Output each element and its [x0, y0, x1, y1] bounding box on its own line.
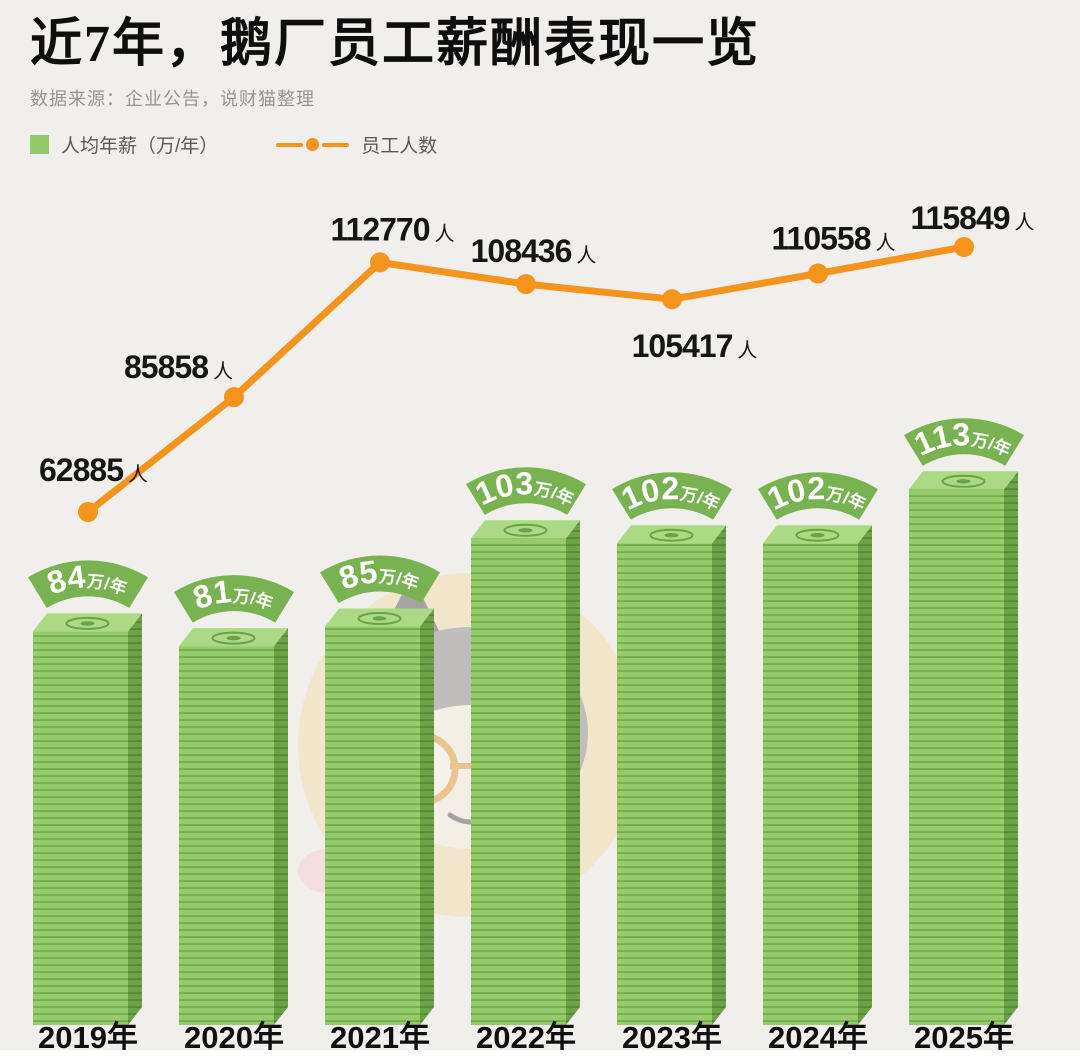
salary-bar — [617, 525, 726, 1025]
headcount-point — [808, 263, 828, 284]
headcount-point — [370, 252, 390, 273]
headcount-point — [78, 502, 98, 522]
page-title: 近7年，鹅厂员工薪酬表现一览 — [30, 16, 761, 73]
year-label: 2020年 — [184, 1020, 284, 1055]
year-label: 2025年 — [914, 1020, 1014, 1055]
year-label: 2023年 — [622, 1020, 722, 1055]
salary-legend-swatch — [30, 135, 49, 155]
headcount-label: 85858 人 — [124, 349, 233, 385]
year-label: 2022年 — [476, 1020, 576, 1055]
year-label: 2019年 — [38, 1020, 138, 1055]
salary-bar — [325, 608, 434, 1025]
headcount-legend-icon — [276, 138, 350, 152]
salary-bar — [471, 520, 580, 1025]
arc-banner — [174, 575, 294, 623]
salary-bars — [33, 471, 1018, 1025]
banknote-oval-icon — [357, 612, 402, 625]
data-source-note: 数据来源：企业公告，说财猫整理 — [30, 89, 315, 110]
banknote-oval-icon — [941, 474, 986, 488]
salary-legend-label: 人均年薪（万/年） — [61, 136, 219, 158]
headcount-label: 62885 人 — [39, 452, 148, 488]
arc-banner — [612, 472, 732, 520]
header: 近7年，鹅厂员工薪酬表现一览 数据来源：企业公告，说财猫整理 人均年薪（万/年）… — [30, 16, 760, 158]
bottom-margin — [0, 1050, 1080, 1061]
headcount-point — [662, 289, 682, 310]
salary-bar — [33, 613, 142, 1025]
arc-banner — [904, 418, 1024, 466]
arc-banner — [28, 560, 148, 608]
banknote-oval-icon — [211, 631, 256, 645]
legend-line-dot — [306, 138, 320, 152]
salary-bar — [179, 628, 288, 1025]
headcount-point — [224, 387, 244, 408]
year-label: 2024年 — [768, 1020, 868, 1055]
legend: 人均年薪（万/年） 员工人数 — [30, 131, 760, 158]
bar-value-label: 102万/年 — [616, 470, 723, 517]
headcount-point — [954, 237, 974, 257]
bar-value-label: 103万/年 — [470, 465, 577, 512]
banknote-oval-icon — [503, 523, 548, 537]
headcount-label: 110558 人 — [771, 221, 895, 257]
arc-banner — [466, 467, 586, 515]
arc-banner — [758, 472, 878, 520]
legend-line-segment — [276, 142, 304, 147]
headcount-label: 105417 人 — [632, 328, 758, 364]
headcount-label: 112770 人 — [330, 211, 454, 247]
year-label: 2021年 — [330, 1020, 430, 1055]
arc-banner — [320, 555, 440, 604]
bar-value-label: 113万/年 — [909, 416, 1014, 463]
headcount-point — [516, 274, 536, 295]
salary-bar — [763, 525, 872, 1025]
headcount-label: 108436 人 — [471, 233, 597, 269]
banknote-oval-icon — [649, 528, 694, 542]
bar-value-label: 102万/年 — [762, 470, 869, 517]
legend-line-segment — [322, 142, 350, 147]
banknote-oval-icon — [795, 528, 840, 542]
banknote-oval-icon — [65, 616, 110, 630]
salary-bar — [909, 471, 1018, 1025]
headcount-label: 115849 人 — [910, 200, 1034, 236]
headcount-legend-label: 员工人数 — [361, 136, 438, 158]
